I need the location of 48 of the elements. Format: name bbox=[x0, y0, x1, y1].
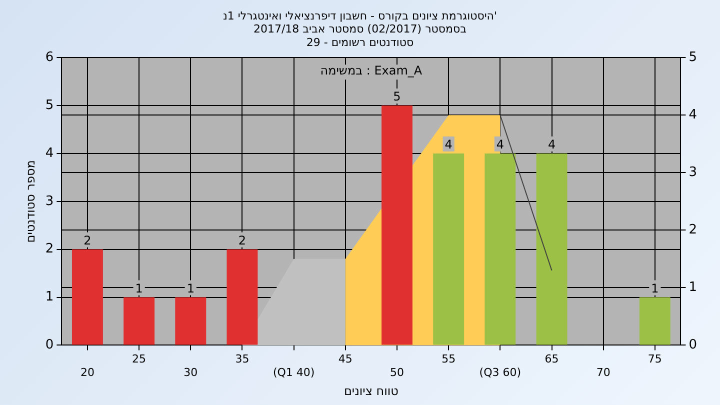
chart-subtitle: בסמסטר (02/2017) סמסטר אביב 2017/18 סטודנטים רשומים - 29 bbox=[253, 22, 467, 49]
y2-tick-label: 2 bbox=[688, 222, 698, 238]
y2-tick-label: 3 bbox=[688, 165, 698, 180]
y-tick-label: 3 bbox=[45, 194, 54, 209]
x-tick-label: 20 bbox=[80, 366, 94, 379]
bar bbox=[175, 297, 206, 345]
data-label: 4 bbox=[548, 138, 556, 152]
chart-title: היסטוגרמת ציונים בקורס - חשבון דיפרנציאלי ואינטגרלי 1נ' bbox=[222, 9, 498, 22]
annotation: במשימה : Exam_A bbox=[320, 64, 423, 78]
bar bbox=[433, 153, 464, 345]
y2-tick-label: 4 bbox=[688, 107, 698, 122]
x-tick-label: 45 bbox=[338, 352, 352, 366]
y-axis-title: מספר סטודנטים bbox=[23, 160, 38, 243]
data-label: 5 bbox=[393, 90, 401, 104]
y-tick-label: 1 bbox=[45, 290, 54, 305]
bar bbox=[226, 249, 258, 345]
data-label: 4 bbox=[444, 138, 452, 152]
x-tick-label: 30 bbox=[184, 366, 198, 379]
y-tick-label: 5 bbox=[45, 98, 54, 113]
bar bbox=[124, 297, 155, 345]
bar bbox=[484, 153, 516, 345]
y-tick-label: 0 bbox=[45, 338, 54, 353]
data-label: 4 bbox=[496, 138, 504, 152]
x-tick-label: 50 bbox=[390, 366, 404, 379]
x-tick-label: 35 bbox=[235, 352, 250, 366]
bar bbox=[382, 106, 412, 345]
bar bbox=[536, 153, 568, 345]
x-axis-title: טווח ציונים bbox=[344, 384, 399, 398]
data-label: 2 bbox=[84, 233, 92, 248]
data-label: 1 bbox=[135, 281, 143, 296]
x-tick-label: 65 bbox=[544, 352, 559, 366]
bar bbox=[639, 297, 670, 345]
data-label: 2 bbox=[238, 233, 246, 248]
x-tick-label: 55 bbox=[442, 352, 456, 366]
y2-tick-label: 5 bbox=[688, 50, 698, 65]
data-label: 1 bbox=[651, 281, 659, 296]
x-tick-label: 75 bbox=[648, 352, 662, 366]
data-label: 1 bbox=[186, 281, 194, 296]
x-tick-label: 70 bbox=[596, 366, 610, 379]
y-tick-label: 2 bbox=[45, 242, 54, 257]
x-tick-label: (Q3 60) bbox=[479, 366, 522, 379]
bar bbox=[72, 249, 103, 345]
y2-tick-label: 0 bbox=[688, 338, 698, 353]
x-tick-label: 25 bbox=[132, 352, 146, 366]
x-tick-label: (Q1 40) bbox=[272, 366, 315, 379]
y2-tick-label: 1 bbox=[688, 280, 698, 296]
y-tick-label: 6 bbox=[45, 50, 54, 65]
y-tick-label: 4 bbox=[45, 146, 54, 161]
